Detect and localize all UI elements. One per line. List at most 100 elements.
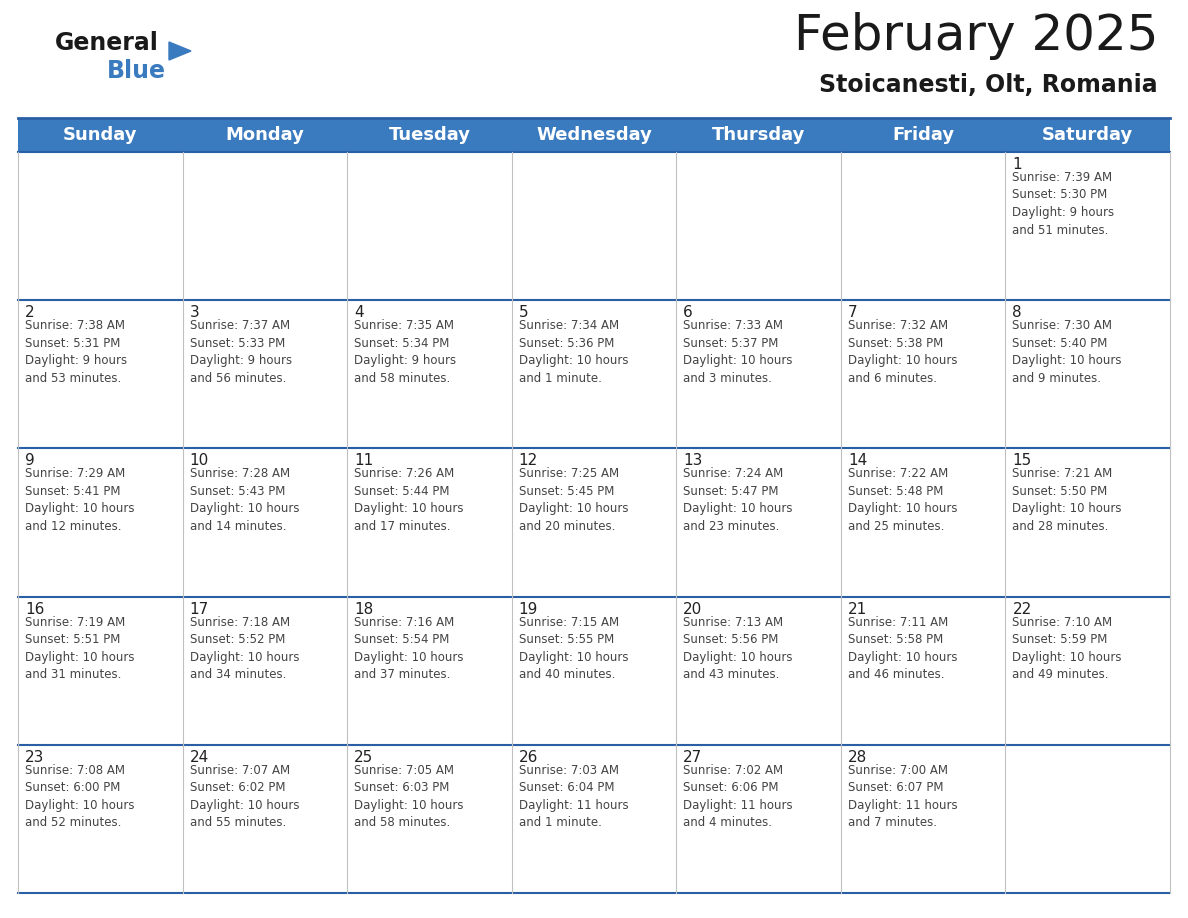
Text: Sunrise: 7:37 AM
Sunset: 5:33 PM
Daylight: 9 hours
and 56 minutes.: Sunrise: 7:37 AM Sunset: 5:33 PM Dayligh… xyxy=(190,319,292,385)
Text: Sunrise: 7:39 AM
Sunset: 5:30 PM
Daylight: 9 hours
and 51 minutes.: Sunrise: 7:39 AM Sunset: 5:30 PM Dayligh… xyxy=(1012,171,1114,237)
Bar xyxy=(1005,152,1170,300)
Text: 21: 21 xyxy=(848,601,867,617)
Text: Sunrise: 7:11 AM
Sunset: 5:58 PM
Daylight: 10 hours
and 46 minutes.: Sunrise: 7:11 AM Sunset: 5:58 PM Dayligh… xyxy=(848,616,958,681)
Text: 3: 3 xyxy=(190,305,200,320)
Text: 8: 8 xyxy=(1012,305,1022,320)
Bar xyxy=(18,448,183,597)
Text: 5: 5 xyxy=(519,305,529,320)
Polygon shape xyxy=(169,42,191,60)
Bar xyxy=(347,448,512,597)
Bar xyxy=(512,597,676,744)
Bar xyxy=(18,744,183,893)
Text: 6: 6 xyxy=(683,305,693,320)
Text: 28: 28 xyxy=(848,750,867,765)
Text: General: General xyxy=(55,31,159,55)
Bar xyxy=(347,597,512,744)
Bar xyxy=(676,300,841,448)
Text: Sunrise: 7:29 AM
Sunset: 5:41 PM
Daylight: 10 hours
and 12 minutes.: Sunrise: 7:29 AM Sunset: 5:41 PM Dayligh… xyxy=(25,467,134,533)
Bar xyxy=(512,448,676,597)
Text: 23: 23 xyxy=(25,750,44,765)
Bar xyxy=(347,744,512,893)
Text: 18: 18 xyxy=(354,601,373,617)
Bar xyxy=(183,744,347,893)
Text: Sunrise: 7:34 AM
Sunset: 5:36 PM
Daylight: 10 hours
and 1 minute.: Sunrise: 7:34 AM Sunset: 5:36 PM Dayligh… xyxy=(519,319,628,385)
Text: 27: 27 xyxy=(683,750,702,765)
Text: Sunrise: 7:16 AM
Sunset: 5:54 PM
Daylight: 10 hours
and 37 minutes.: Sunrise: 7:16 AM Sunset: 5:54 PM Dayligh… xyxy=(354,616,463,681)
Text: Monday: Monday xyxy=(226,126,304,144)
Text: 7: 7 xyxy=(848,305,858,320)
Text: Sunrise: 7:33 AM
Sunset: 5:37 PM
Daylight: 10 hours
and 3 minutes.: Sunrise: 7:33 AM Sunset: 5:37 PM Dayligh… xyxy=(683,319,792,385)
Text: Saturday: Saturday xyxy=(1042,126,1133,144)
Text: Sunrise: 7:25 AM
Sunset: 5:45 PM
Daylight: 10 hours
and 20 minutes.: Sunrise: 7:25 AM Sunset: 5:45 PM Dayligh… xyxy=(519,467,628,533)
Text: Sunrise: 7:21 AM
Sunset: 5:50 PM
Daylight: 10 hours
and 28 minutes.: Sunrise: 7:21 AM Sunset: 5:50 PM Dayligh… xyxy=(1012,467,1121,533)
Text: 20: 20 xyxy=(683,601,702,617)
Text: 11: 11 xyxy=(354,453,373,468)
Text: Tuesday: Tuesday xyxy=(388,126,470,144)
Text: 25: 25 xyxy=(354,750,373,765)
Text: Sunrise: 7:19 AM
Sunset: 5:51 PM
Daylight: 10 hours
and 31 minutes.: Sunrise: 7:19 AM Sunset: 5:51 PM Dayligh… xyxy=(25,616,134,681)
Text: 9: 9 xyxy=(25,453,34,468)
Text: Sunrise: 7:08 AM
Sunset: 6:00 PM
Daylight: 10 hours
and 52 minutes.: Sunrise: 7:08 AM Sunset: 6:00 PM Dayligh… xyxy=(25,764,134,829)
Text: Sunrise: 7:02 AM
Sunset: 6:06 PM
Daylight: 11 hours
and 4 minutes.: Sunrise: 7:02 AM Sunset: 6:06 PM Dayligh… xyxy=(683,764,792,829)
Text: 4: 4 xyxy=(354,305,364,320)
Text: 24: 24 xyxy=(190,750,209,765)
Text: February 2025: February 2025 xyxy=(794,12,1158,60)
Bar xyxy=(841,744,1005,893)
Text: 12: 12 xyxy=(519,453,538,468)
Text: Sunrise: 7:18 AM
Sunset: 5:52 PM
Daylight: 10 hours
and 34 minutes.: Sunrise: 7:18 AM Sunset: 5:52 PM Dayligh… xyxy=(190,616,299,681)
Bar xyxy=(183,448,347,597)
Text: Sunrise: 7:07 AM
Sunset: 6:02 PM
Daylight: 10 hours
and 55 minutes.: Sunrise: 7:07 AM Sunset: 6:02 PM Dayligh… xyxy=(190,764,299,829)
Bar xyxy=(183,300,347,448)
Bar xyxy=(1005,448,1170,597)
Bar xyxy=(18,152,183,300)
Bar xyxy=(512,300,676,448)
Bar xyxy=(18,300,183,448)
Text: Friday: Friday xyxy=(892,126,954,144)
Bar xyxy=(512,744,676,893)
Text: Sunrise: 7:32 AM
Sunset: 5:38 PM
Daylight: 10 hours
and 6 minutes.: Sunrise: 7:32 AM Sunset: 5:38 PM Dayligh… xyxy=(848,319,958,385)
Text: Stoicanesti, Olt, Romania: Stoicanesti, Olt, Romania xyxy=(820,73,1158,97)
Text: Sunrise: 7:03 AM
Sunset: 6:04 PM
Daylight: 11 hours
and 1 minute.: Sunrise: 7:03 AM Sunset: 6:04 PM Dayligh… xyxy=(519,764,628,829)
Text: Sunrise: 7:10 AM
Sunset: 5:59 PM
Daylight: 10 hours
and 49 minutes.: Sunrise: 7:10 AM Sunset: 5:59 PM Dayligh… xyxy=(1012,616,1121,681)
Text: Sunrise: 7:26 AM
Sunset: 5:44 PM
Daylight: 10 hours
and 17 minutes.: Sunrise: 7:26 AM Sunset: 5:44 PM Dayligh… xyxy=(354,467,463,533)
Text: 13: 13 xyxy=(683,453,702,468)
Text: 10: 10 xyxy=(190,453,209,468)
Text: Sunrise: 7:05 AM
Sunset: 6:03 PM
Daylight: 10 hours
and 58 minutes.: Sunrise: 7:05 AM Sunset: 6:03 PM Dayligh… xyxy=(354,764,463,829)
Bar xyxy=(841,300,1005,448)
Bar xyxy=(676,152,841,300)
Text: 26: 26 xyxy=(519,750,538,765)
Bar xyxy=(841,597,1005,744)
Text: Sunrise: 7:13 AM
Sunset: 5:56 PM
Daylight: 10 hours
and 43 minutes.: Sunrise: 7:13 AM Sunset: 5:56 PM Dayligh… xyxy=(683,616,792,681)
Text: 22: 22 xyxy=(1012,601,1031,617)
Bar xyxy=(347,300,512,448)
Bar xyxy=(1005,744,1170,893)
Bar xyxy=(841,448,1005,597)
Bar xyxy=(676,448,841,597)
Bar xyxy=(347,152,512,300)
Text: 17: 17 xyxy=(190,601,209,617)
Bar xyxy=(183,152,347,300)
Bar xyxy=(841,152,1005,300)
Bar xyxy=(512,152,676,300)
Text: Sunday: Sunday xyxy=(63,126,138,144)
Text: Sunrise: 7:22 AM
Sunset: 5:48 PM
Daylight: 10 hours
and 25 minutes.: Sunrise: 7:22 AM Sunset: 5:48 PM Dayligh… xyxy=(848,467,958,533)
Text: Sunrise: 7:35 AM
Sunset: 5:34 PM
Daylight: 9 hours
and 58 minutes.: Sunrise: 7:35 AM Sunset: 5:34 PM Dayligh… xyxy=(354,319,456,385)
Text: 2: 2 xyxy=(25,305,34,320)
Bar xyxy=(183,597,347,744)
Bar xyxy=(18,597,183,744)
Text: 19: 19 xyxy=(519,601,538,617)
Bar xyxy=(1005,300,1170,448)
Text: Sunrise: 7:38 AM
Sunset: 5:31 PM
Daylight: 9 hours
and 53 minutes.: Sunrise: 7:38 AM Sunset: 5:31 PM Dayligh… xyxy=(25,319,127,385)
Text: Wednesday: Wednesday xyxy=(536,126,652,144)
Text: 16: 16 xyxy=(25,601,44,617)
Bar xyxy=(676,597,841,744)
Bar xyxy=(676,744,841,893)
Text: Sunrise: 7:00 AM
Sunset: 6:07 PM
Daylight: 11 hours
and 7 minutes.: Sunrise: 7:00 AM Sunset: 6:07 PM Dayligh… xyxy=(848,764,958,829)
Text: Sunrise: 7:28 AM
Sunset: 5:43 PM
Daylight: 10 hours
and 14 minutes.: Sunrise: 7:28 AM Sunset: 5:43 PM Dayligh… xyxy=(190,467,299,533)
Text: Thursday: Thursday xyxy=(712,126,805,144)
Text: Blue: Blue xyxy=(107,59,166,83)
Text: Sunrise: 7:30 AM
Sunset: 5:40 PM
Daylight: 10 hours
and 9 minutes.: Sunrise: 7:30 AM Sunset: 5:40 PM Dayligh… xyxy=(1012,319,1121,385)
Text: 15: 15 xyxy=(1012,453,1031,468)
Text: 1: 1 xyxy=(1012,157,1022,172)
Text: Sunrise: 7:24 AM
Sunset: 5:47 PM
Daylight: 10 hours
and 23 minutes.: Sunrise: 7:24 AM Sunset: 5:47 PM Dayligh… xyxy=(683,467,792,533)
